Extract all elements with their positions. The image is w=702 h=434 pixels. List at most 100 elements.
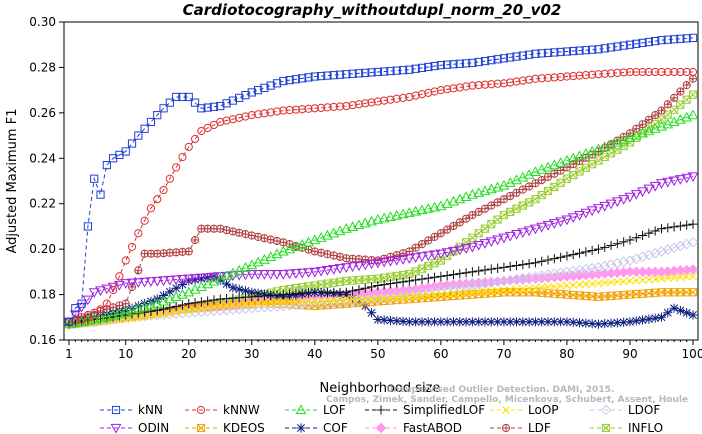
point-ldof [649, 247, 661, 259]
point-simplifiedlof [196, 297, 206, 307]
x-axis-label: Neighborhood size [320, 381, 441, 396]
point-cof [537, 317, 547, 327]
point-simplifiedlof [411, 275, 421, 285]
point-knn [468, 58, 477, 67]
point-loop [216, 301, 225, 310]
point-odin [580, 208, 592, 219]
point-knn [600, 44, 609, 53]
point-odin [366, 259, 377, 270]
point-cof [133, 301, 143, 311]
point-knnw [474, 81, 483, 90]
point-cof [455, 317, 465, 327]
point-knn [449, 60, 458, 69]
point-knnw [430, 87, 439, 96]
point-cof [171, 283, 181, 293]
point-knnw [348, 101, 357, 110]
point-knnw [537, 74, 546, 83]
point-odin [296, 268, 308, 279]
point-knnw [682, 67, 691, 77]
point-knn [222, 99, 231, 108]
point-simplifiedlof [404, 276, 414, 286]
point-loop [689, 272, 697, 281]
point-loop [392, 293, 401, 302]
point-knn [543, 48, 553, 57]
point-ldf [241, 230, 250, 239]
point-lof [385, 211, 396, 221]
point-knnw [241, 112, 250, 121]
point-loop [676, 273, 685, 282]
point-lof [397, 208, 409, 219]
point-odin [120, 279, 132, 289]
point-odin [687, 172, 698, 183]
point-knn [474, 57, 483, 67]
point-lof [139, 301, 151, 312]
point-knn [153, 111, 162, 120]
point-knn [525, 50, 534, 59]
point-simplifiedlof [360, 283, 370, 293]
point-odin [542, 220, 554, 231]
point-knnw [424, 88, 433, 97]
point-knnw [317, 103, 326, 112]
point-knnw [688, 67, 698, 77]
point-cof [165, 287, 175, 297]
point-knnw [518, 76, 527, 85]
point-loop [241, 300, 250, 309]
point-ldf [638, 120, 647, 129]
point-ldof [599, 260, 611, 272]
point-simplifiedlof [562, 251, 572, 261]
point-knn [518, 51, 527, 60]
point-odin [271, 270, 283, 280]
point-cof [373, 314, 383, 325]
point-cof [637, 315, 648, 325]
point-odin [668, 176, 680, 187]
point-cof [385, 315, 396, 326]
point-cof [234, 284, 244, 294]
point-knn [361, 68, 370, 77]
point-knnw [140, 216, 149, 225]
point-ldf [430, 232, 439, 241]
point-odin [151, 276, 163, 287]
point-loop [399, 293, 408, 302]
point-knnw [172, 163, 181, 172]
point-ldof [675, 240, 686, 252]
point-odin [460, 244, 472, 254]
point-knn [398, 66, 408, 75]
point-loop [468, 288, 477, 297]
point-cof [530, 317, 541, 327]
point-knnw [676, 67, 685, 77]
point-simplifiedlof [606, 240, 616, 251]
legend-swatch-marker [196, 423, 206, 433]
point-knnw [619, 68, 628, 77]
point-knn [461, 59, 471, 68]
point-ldof [511, 273, 522, 285]
point-loop [594, 279, 603, 288]
legend-item-ldof: LDOF [590, 403, 660, 417]
point-ldf [651, 111, 660, 120]
point-simplifiedlof [505, 261, 515, 272]
point-knn [455, 59, 464, 68]
point-ldof [485, 277, 497, 289]
point-cof [196, 274, 206, 284]
point-cof [348, 293, 358, 303]
point-knnw [159, 185, 168, 195]
point-knnw [329, 102, 338, 112]
point-ldf [190, 235, 200, 245]
point-odin [214, 272, 226, 283]
point-knnw [323, 103, 332, 112]
point-knnw [487, 80, 496, 89]
point-ldf [531, 179, 540, 188]
point-simplifiedlof [543, 255, 553, 265]
point-knnw [178, 153, 187, 162]
point-ldf [449, 221, 458, 231]
point-knn [512, 52, 521, 61]
point-knn [304, 73, 313, 82]
point-loop [569, 281, 578, 289]
point-knnw [109, 285, 118, 295]
point-ldf [335, 252, 345, 261]
point-odin [466, 242, 478, 253]
point-knn [669, 35, 679, 44]
point-odin [132, 278, 144, 288]
point-ldf [550, 169, 559, 178]
point-knn [373, 67, 382, 77]
legend-swatch-marker [502, 406, 510, 414]
